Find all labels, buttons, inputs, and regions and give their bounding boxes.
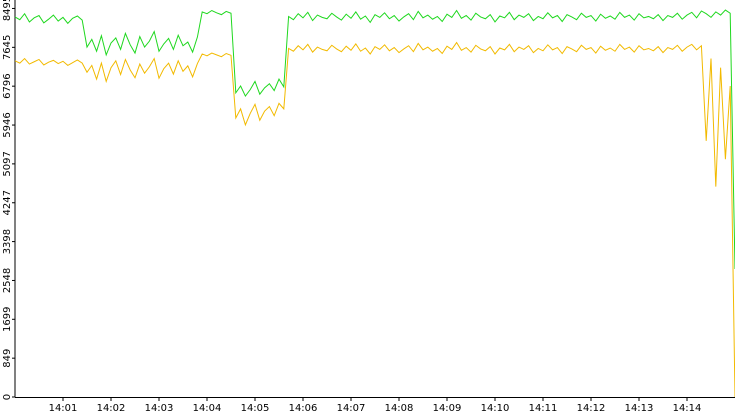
x-tick-label: 14:14 xyxy=(673,403,702,414)
x-tick-label: 14:10 xyxy=(481,403,510,414)
y-tick-label: 0 xyxy=(2,394,13,400)
y-tick-label: 8495 xyxy=(2,0,13,21)
y-tick-label: 7645 xyxy=(2,35,13,60)
x-tick-label: 14:09 xyxy=(433,403,462,414)
x-tick-label: 14:07 xyxy=(337,403,366,414)
x-tick-label: 14:01 xyxy=(49,403,78,414)
series-line xyxy=(14,9,735,269)
y-tick-label: 1699 xyxy=(2,307,13,332)
y-tick-label: 2548 xyxy=(2,268,13,293)
x-tick-label: 14:02 xyxy=(97,403,126,414)
x-tick-label: 14:04 xyxy=(193,403,222,414)
series-line xyxy=(14,41,735,398)
x-tick-label: 14:06 xyxy=(289,403,318,414)
y-tick-label: 5097 xyxy=(2,151,13,176)
y-tick-label: 4247 xyxy=(2,190,13,215)
y-tick-label: 6796 xyxy=(2,73,13,98)
x-tick-label: 14:05 xyxy=(241,403,270,414)
x-tick-label: 14:12 xyxy=(577,403,606,414)
y-tick-label: 3398 xyxy=(2,229,13,254)
y-tick-label: 5946 xyxy=(2,112,13,137)
x-tick-label: 14:11 xyxy=(529,403,558,414)
x-tick-label: 14:13 xyxy=(625,403,654,414)
x-tick-label: 14:03 xyxy=(145,403,174,414)
y-tick-label: 849 xyxy=(2,349,13,368)
x-tick-label: 14:08 xyxy=(385,403,414,414)
